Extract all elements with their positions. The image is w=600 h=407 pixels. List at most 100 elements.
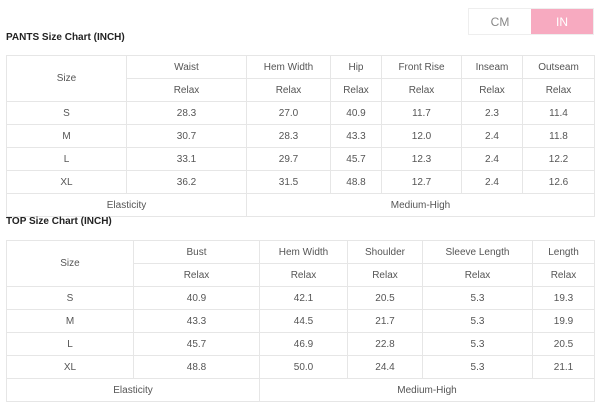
table-row: XL 36.2 31.5 48.8 12.7 2.4 12.6: [6, 170, 595, 194]
value-cell: 5.3: [422, 332, 533, 356]
top-chart-title: TOP Size Chart (INCH): [6, 216, 112, 227]
value-cell: 12.3: [381, 147, 462, 171]
unit-cm-button[interactable]: CM: [469, 9, 531, 34]
value-cell: 12.0: [381, 124, 462, 148]
value-cell: 21.1: [532, 355, 595, 379]
value-cell: 2.3: [461, 101, 523, 125]
value-cell: 5.3: [422, 309, 533, 333]
value-cell: 12.2: [522, 147, 595, 171]
value-cell: 12.6: [522, 170, 595, 194]
relax-label: Relax: [259, 263, 348, 287]
value-cell: 5.3: [422, 355, 533, 379]
relax-label: Relax: [522, 78, 595, 102]
subheader-row: Relax Relax Relax Relax Relax Relax: [7, 78, 595, 102]
value-cell: 31.5: [246, 170, 331, 194]
relax-label: Relax: [126, 78, 247, 102]
value-cell: 43.3: [133, 309, 260, 333]
relax-label: Relax: [330, 78, 382, 102]
column-header: Shoulder: [347, 240, 423, 264]
table-row: M 43.3 44.5 21.7 5.3 19.9: [6, 309, 595, 333]
elasticity-value: Medium-High: [246, 193, 595, 217]
size-cell: L: [6, 332, 134, 356]
column-header: Outseam: [522, 55, 595, 79]
relax-label: Relax: [246, 78, 331, 102]
value-cell: 28.3: [126, 101, 247, 125]
value-cell: 2.4: [461, 170, 523, 194]
column-header: Front Rise: [381, 55, 462, 79]
elasticity-row: Elasticity Medium-High: [6, 193, 595, 217]
elasticity-value: Medium-High: [259, 378, 595, 402]
value-cell: 19.3: [532, 286, 595, 310]
value-cell: 30.7: [126, 124, 247, 148]
column-header: Sleeve Length: [422, 240, 533, 264]
size-cell: S: [6, 286, 134, 310]
pants-chart-title: PANTS Size Chart (INCH): [6, 32, 125, 43]
column-header: Hem Width: [246, 55, 331, 79]
elasticity-row: Elasticity Medium-High: [6, 378, 595, 402]
value-cell: 42.1: [259, 286, 348, 310]
value-cell: 45.7: [133, 332, 260, 356]
size-header: Size: [6, 55, 127, 102]
value-cell: 40.9: [330, 101, 382, 125]
value-cell: 27.0: [246, 101, 331, 125]
table-row: M 30.7 28.3 43.3 12.0 2.4 11.8: [6, 124, 595, 148]
value-cell: 20.5: [347, 286, 423, 310]
value-cell: 40.9: [133, 286, 260, 310]
size-cell: XL: [6, 170, 127, 194]
table-row: S 28.3 27.0 40.9 11.7 2.3 11.4: [6, 101, 595, 125]
value-cell: 2.4: [461, 147, 523, 171]
value-cell: 43.3: [330, 124, 382, 148]
unit-toggle[interactable]: CM IN: [468, 8, 594, 35]
value-cell: 5.3: [422, 286, 533, 310]
value-cell: 48.8: [133, 355, 260, 379]
value-cell: 50.0: [259, 355, 348, 379]
table-row: XL 48.8 50.0 24.4 5.3 21.1: [6, 355, 595, 379]
relax-label: Relax: [347, 263, 423, 287]
value-cell: 11.8: [522, 124, 595, 148]
unit-in-button[interactable]: IN: [531, 9, 593, 34]
elasticity-label: Elasticity: [6, 193, 247, 217]
value-cell: 36.2: [126, 170, 247, 194]
value-cell: 20.5: [532, 332, 595, 356]
value-cell: 19.9: [532, 309, 595, 333]
size-cell: L: [6, 147, 127, 171]
header-row: Size Bust Hem Width Shoulder Sleeve Length Le…: [6, 240, 595, 287]
column-header: Bust: [133, 240, 260, 264]
table-row: L 33.1 29.7 45.7 12.3 2.4 12.2: [6, 147, 595, 171]
value-cell: 11.7: [381, 101, 462, 125]
column-header: Length: [532, 240, 595, 264]
size-cell: M: [6, 309, 134, 333]
value-cell: 11.4: [522, 101, 595, 125]
value-cell: 24.4: [347, 355, 423, 379]
relax-label: Relax: [381, 78, 462, 102]
elasticity-label: Elasticity: [6, 378, 260, 402]
relax-label: Relax: [532, 263, 595, 287]
pants-size-table: Size Waist Hem Width Hip Front Rise Inseam Out…: [6, 55, 595, 217]
size-cell: XL: [6, 355, 134, 379]
size-cell: M: [6, 124, 127, 148]
value-cell: 48.8: [330, 170, 382, 194]
table-row: S 40.9 42.1 20.5 5.3 19.3: [6, 286, 595, 310]
value-cell: 2.4: [461, 124, 523, 148]
value-cell: 29.7: [246, 147, 331, 171]
header-row: Size Waist Hem Width Hip Front Rise Inseam Out…: [6, 55, 595, 102]
size-cell: S: [6, 101, 127, 125]
value-cell: 21.7: [347, 309, 423, 333]
value-cell: 28.3: [246, 124, 331, 148]
top-size-table: Size Bust Hem Width Shoulder Sleeve Length Le…: [6, 240, 595, 402]
value-cell: 12.7: [381, 170, 462, 194]
column-header: Hem Width: [259, 240, 348, 264]
column-header: Inseam: [461, 55, 523, 79]
value-cell: 22.8: [347, 332, 423, 356]
value-cell: 33.1: [126, 147, 247, 171]
value-cell: 46.9: [259, 332, 348, 356]
column-header: Hip: [330, 55, 382, 79]
relax-label: Relax: [461, 78, 523, 102]
value-cell: 44.5: [259, 309, 348, 333]
size-header: Size: [6, 240, 134, 287]
value-cell: 45.7: [330, 147, 382, 171]
relax-label: Relax: [422, 263, 533, 287]
relax-label: Relax: [133, 263, 260, 287]
column-header: Waist: [126, 55, 247, 79]
table-row: L 45.7 46.9 22.8 5.3 20.5: [6, 332, 595, 356]
